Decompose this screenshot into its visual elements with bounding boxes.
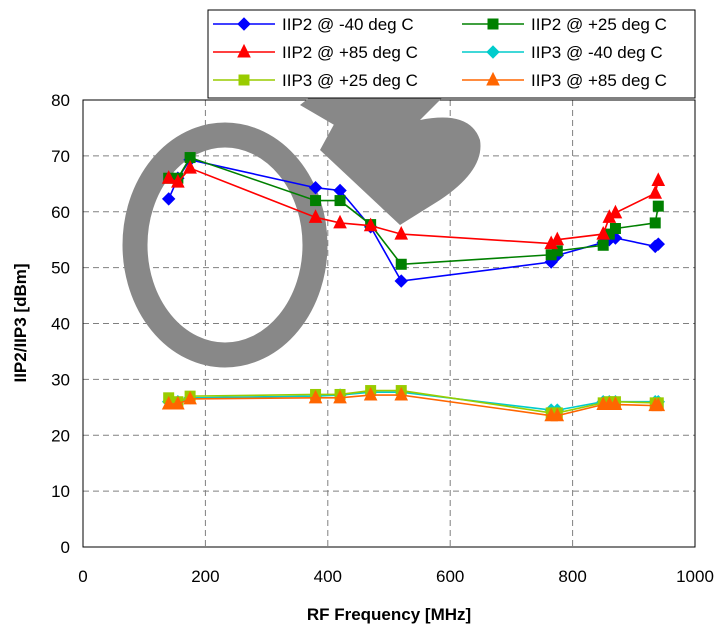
y-tick-label: 50 — [51, 259, 70, 278]
data-point — [171, 174, 185, 188]
data-point — [394, 274, 408, 288]
y-tick-label: 70 — [51, 147, 70, 166]
legend-entry-1: IIP2 @ +25 deg C — [462, 15, 667, 34]
y-tick-label: 40 — [51, 315, 70, 334]
data-point — [608, 204, 623, 219]
legend-entry-0: IIP2 @ -40 deg C — [213, 15, 414, 34]
data-point — [161, 170, 176, 184]
data-point — [609, 223, 621, 235]
data-point — [394, 225, 409, 240]
y-tick-label: 20 — [51, 426, 70, 445]
data-point — [550, 407, 565, 422]
legend-label: IIP2 @ -40 deg C — [282, 15, 414, 34]
legend-marker — [237, 17, 251, 31]
legend: IIP2 @ -40 deg C IIP2 @ +25 deg C IIP2 @ +… — [207, 9, 696, 99]
legend-label: IIP2 @ +85 deg C — [282, 43, 418, 62]
data-point — [550, 231, 565, 246]
data-point — [395, 258, 407, 270]
data-point — [651, 172, 666, 186]
data-point — [608, 396, 623, 411]
x-tick-label: 400 — [314, 567, 342, 586]
legend-entry-5: IIP3 @ +85 deg C — [462, 71, 667, 90]
y-axis-title: IIP2/IIP3 [dBm] — [11, 263, 30, 382]
data-point — [551, 245, 563, 257]
legend-marker — [238, 74, 250, 86]
legend-marker — [237, 43, 251, 58]
legend-entry-3: IIP3 @ -40 deg C — [462, 43, 663, 62]
y-tick-label: 60 — [51, 203, 70, 222]
legend-marker — [486, 45, 500, 59]
x-tick-label: 200 — [191, 567, 219, 586]
legend-box — [207, 9, 696, 99]
data-point — [651, 237, 665, 251]
data-point — [394, 386, 409, 401]
data-point — [596, 225, 611, 240]
data-point — [308, 209, 323, 223]
x-axis-title: RF Frequency [MHz] — [307, 605, 471, 624]
legend-label: IIP3 @ +25 deg C — [282, 71, 418, 90]
legend-label: IIP3 @ -40 deg C — [531, 43, 663, 62]
data-point — [652, 200, 664, 212]
data-point — [183, 390, 197, 405]
series-5 — [161, 386, 666, 422]
data-point — [308, 389, 323, 404]
y-tick-label: 80 — [51, 91, 70, 110]
legend-entry-4: IIP3 @ +25 deg C — [213, 71, 418, 90]
data-point — [308, 181, 323, 195]
legend-marker — [487, 18, 499, 30]
data-point — [161, 192, 176, 206]
x-tick-label: 0 — [78, 567, 87, 586]
data-point — [183, 160, 197, 174]
data-point — [333, 214, 347, 229]
series-group — [161, 152, 666, 422]
y-tick-label: 0 — [61, 538, 70, 557]
data-point — [363, 386, 378, 401]
data-point — [333, 389, 347, 404]
x-tick-label: 600 — [436, 567, 464, 586]
data-point — [651, 397, 666, 412]
legend-marker — [486, 71, 500, 86]
legend-entry-2: IIP2 @ +85 deg C — [213, 43, 418, 62]
y-tick-label: 10 — [51, 482, 70, 501]
y-tick-label: 30 — [51, 370, 70, 389]
data-point — [171, 395, 185, 410]
data-point — [363, 217, 378, 232]
x-tick-label: 800 — [558, 567, 586, 586]
data-point — [310, 195, 322, 207]
data-point — [161, 395, 176, 410]
series-2 — [161, 160, 666, 250]
legend-label: IIP3 @ +85 deg C — [531, 71, 667, 90]
x-tick-label: 1000 — [676, 567, 714, 586]
data-point — [649, 217, 661, 229]
data-point — [648, 185, 663, 199]
data-point — [597, 239, 609, 251]
data-point — [334, 195, 346, 207]
watermark-letter-o — [122, 122, 328, 368]
legend-label: IIP2 @ +25 deg C — [531, 15, 667, 34]
